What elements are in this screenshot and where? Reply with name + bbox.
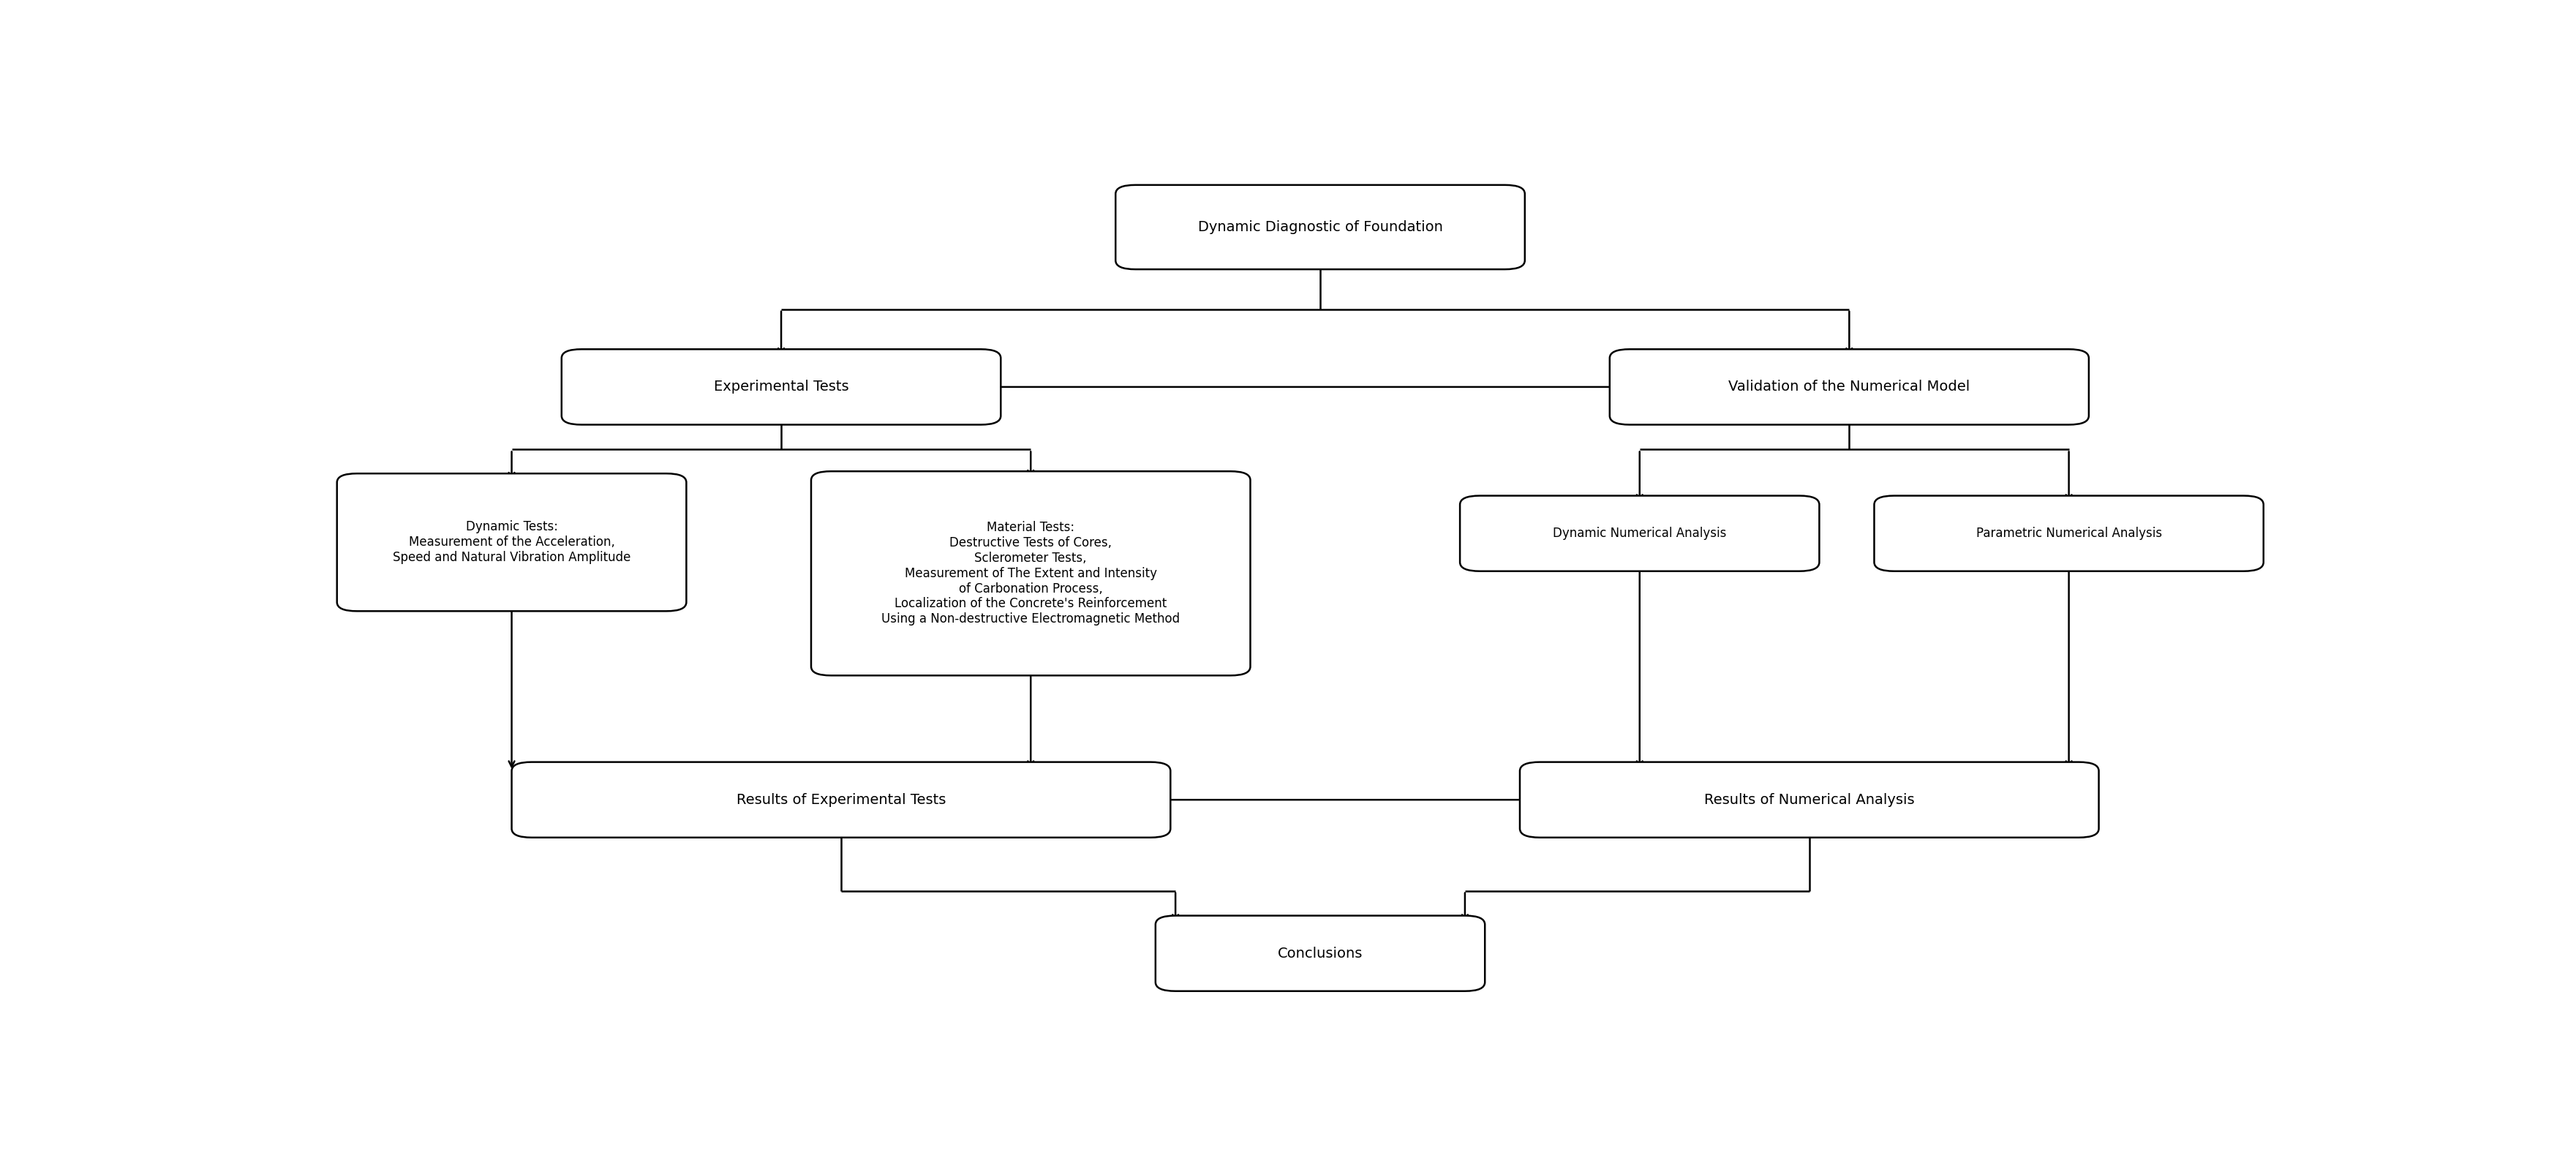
Text: Dynamic Numerical Analysis: Dynamic Numerical Analysis [1553, 527, 1726, 540]
FancyBboxPatch shape [562, 349, 999, 424]
Text: Experimental Tests: Experimental Tests [714, 380, 848, 394]
FancyBboxPatch shape [337, 474, 685, 611]
Text: Results of Experimental Tests: Results of Experimental Tests [737, 793, 945, 807]
FancyBboxPatch shape [1461, 496, 1819, 571]
Text: Dynamic Diagnostic of Foundation: Dynamic Diagnostic of Foundation [1198, 220, 1443, 234]
Text: Conclusions: Conclusions [1278, 947, 1363, 960]
Text: Results of Numerical Analysis: Results of Numerical Analysis [1705, 793, 1914, 807]
FancyBboxPatch shape [1610, 349, 2089, 424]
Text: Material Tests:
Destructive Tests of Cores,
Sclerometer Tests,
Measurement of Th: Material Tests: Destructive Tests of Cor… [881, 521, 1180, 626]
FancyBboxPatch shape [1157, 915, 1484, 992]
FancyBboxPatch shape [1875, 496, 2264, 571]
Text: Dynamic Tests:
Measurement of the Acceleration,
Speed and Natural Vibration Ampl: Dynamic Tests: Measurement of the Accele… [392, 520, 631, 564]
FancyBboxPatch shape [1520, 762, 2099, 837]
FancyBboxPatch shape [513, 762, 1170, 837]
Text: Validation of the Numerical Model: Validation of the Numerical Model [1728, 380, 1971, 394]
FancyBboxPatch shape [1115, 184, 1525, 270]
Text: Parametric Numerical Analysis: Parametric Numerical Analysis [1976, 527, 2161, 540]
FancyBboxPatch shape [811, 472, 1249, 676]
